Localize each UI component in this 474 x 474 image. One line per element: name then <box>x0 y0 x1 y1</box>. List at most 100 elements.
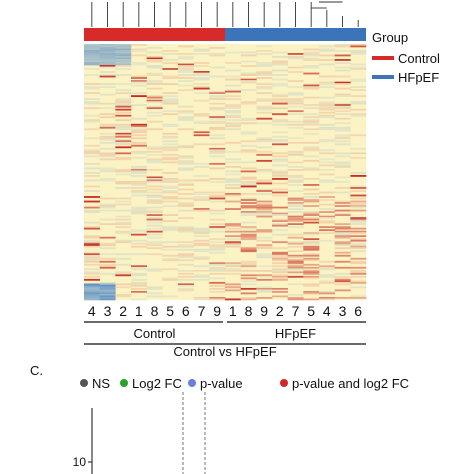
heatmap-cell <box>350 235 367 238</box>
heatmap-cell <box>99 287 116 290</box>
heatmap-cell <box>256 105 273 108</box>
heatmap-cell <box>319 298 335 301</box>
heatmap-cell <box>225 284 241 287</box>
heatmap-cell <box>240 260 257 263</box>
heatmap-cell <box>334 75 351 78</box>
heatmap-cell <box>303 205 320 207</box>
heatmap-cell <box>350 50 367 52</box>
heatmap-cell <box>131 134 147 137</box>
heatmap-cell <box>225 263 241 266</box>
heatmap-cell <box>350 202 367 204</box>
heatmap-cell <box>131 184 147 186</box>
heatmap-cell <box>287 218 304 221</box>
heatmap-cell <box>225 272 241 275</box>
heatmap-cell <box>334 289 351 292</box>
heatmap-cell <box>256 211 273 213</box>
heatmap-cell <box>162 123 179 126</box>
heatmap-cell <box>334 93 351 96</box>
heatmap-cell <box>303 233 320 236</box>
heatmap-cell <box>99 56 116 58</box>
heatmap-cell <box>146 99 163 102</box>
heatmap-cell <box>84 200 100 203</box>
heatmap-cell <box>115 108 132 111</box>
heatmap-cell <box>287 266 304 269</box>
heatmap-cell <box>146 80 163 82</box>
heatmap-cell <box>146 247 163 250</box>
heatmap-cell <box>319 229 335 232</box>
heatmap-cell <box>350 266 367 269</box>
heatmap-cell <box>334 107 351 110</box>
heatmap-cell <box>287 254 304 257</box>
heatmap-cell <box>350 281 367 284</box>
heatmap-cell <box>115 126 132 129</box>
heatmap-cell <box>178 144 194 147</box>
heatmap-cell <box>99 168 116 171</box>
heatmap-cell <box>131 175 147 177</box>
heatmap-cell <box>256 107 273 110</box>
heatmap-cell <box>240 197 257 200</box>
heatmap-cell <box>319 196 335 198</box>
heatmap-cell <box>146 206 163 209</box>
heatmap-cell <box>240 263 257 266</box>
heatmap-cell <box>84 290 100 293</box>
heatmap-cell <box>303 122 320 125</box>
heatmap-cell <box>131 75 147 78</box>
heatmap-cell <box>303 107 320 110</box>
heatmap-cell <box>334 235 351 238</box>
heatmap-cell <box>303 84 320 87</box>
heatmap-cell <box>225 265 241 268</box>
heatmap-cell <box>178 65 194 67</box>
heatmap-cell <box>334 214 351 216</box>
heatmap-cell <box>209 196 226 198</box>
heatmap-cell <box>209 47 226 49</box>
heatmap-cell <box>303 238 320 241</box>
heatmap-cell <box>131 245 147 248</box>
heatmap-cell <box>240 78 257 81</box>
heatmap-cell <box>146 224 163 227</box>
heatmap-cell <box>225 110 241 113</box>
heatmap-cell <box>350 86 367 88</box>
heatmap-cell <box>131 144 147 147</box>
heatmap-cell <box>287 99 304 102</box>
heatmap-cell <box>162 200 179 203</box>
heatmap-cell <box>272 241 288 244</box>
heatmap-cell <box>131 209 147 212</box>
heatmap-cell <box>240 298 257 301</box>
heatmap-cell <box>99 283 116 286</box>
heatmap-cell <box>162 135 179 138</box>
heatmap-cell <box>193 244 210 247</box>
heatmap-cell <box>162 229 179 232</box>
heatmap-cell <box>115 63 132 66</box>
heatmap-cell <box>162 59 179 61</box>
heatmap-cell <box>350 242 367 245</box>
heatmap-cell <box>287 236 304 239</box>
heatmap-cell <box>209 66 226 69</box>
heatmap-cell <box>131 233 147 236</box>
heatmap-cell <box>131 212 147 215</box>
heatmap-cell <box>99 71 116 73</box>
heatmap-cell <box>256 99 273 102</box>
heatmap-cell <box>209 134 226 137</box>
heatmap-cell <box>240 211 257 213</box>
heatmap-cell <box>256 98 273 101</box>
heatmap-cell <box>146 150 163 153</box>
heatmap-cell <box>146 269 163 272</box>
heatmap-cell <box>162 277 179 280</box>
heatmap-cell <box>209 212 226 215</box>
heatmap-cell <box>272 295 288 298</box>
heatmap-cell <box>115 215 132 218</box>
heatmap-cell <box>162 83 179 85</box>
column-label: 5 <box>307 303 315 319</box>
heatmap-cell <box>334 205 351 207</box>
heatmap-cell <box>287 241 304 244</box>
heatmap-cell <box>99 53 116 55</box>
heatmap-cell <box>162 197 179 200</box>
heatmap-cell <box>178 256 194 259</box>
heatmap-cell <box>225 62 241 64</box>
heatmap-cell <box>84 295 100 298</box>
heatmap-cell <box>334 137 351 140</box>
heatmap-cell <box>115 48 132 51</box>
heatmap-cell <box>131 182 147 185</box>
heatmap-cell <box>225 150 241 153</box>
heatmap-cell <box>209 262 226 265</box>
